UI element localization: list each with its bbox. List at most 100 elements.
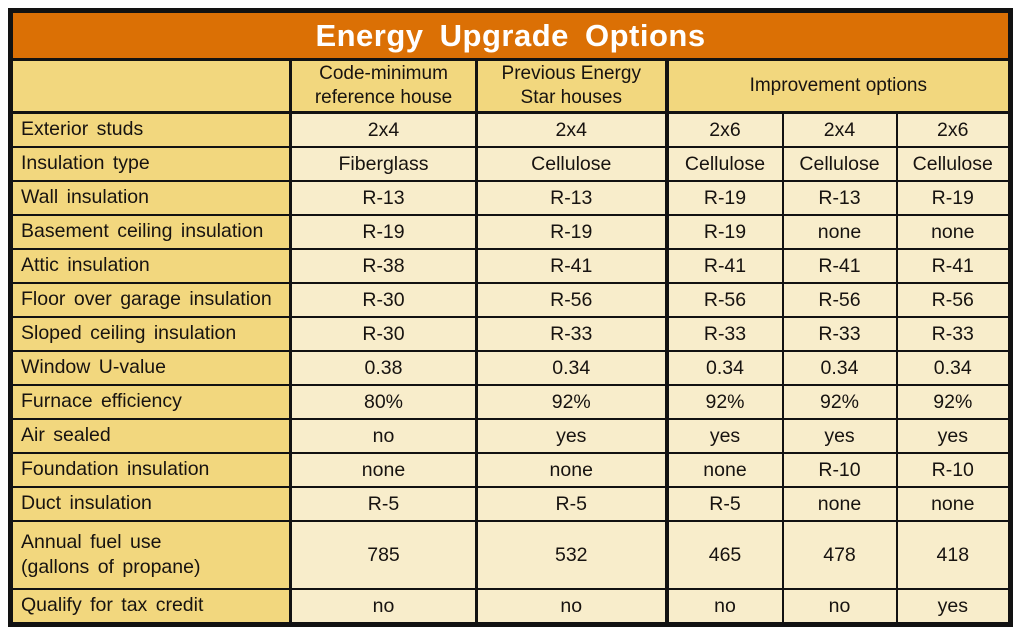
cell-value: 92%	[665, 384, 784, 420]
cell-value: none	[895, 486, 1012, 522]
row-label: Floor over garage insulation	[9, 282, 292, 318]
row-label: Annual fuel use (gallons of propane)	[9, 520, 292, 590]
cell-value: 92%	[781, 384, 898, 420]
cell-value: none	[665, 452, 784, 488]
table-row: Window U-value 0.38 0.34 0.34 0.34 0.34	[9, 350, 1012, 386]
cell-value: 0.34	[781, 350, 898, 386]
cell-value: R-19	[895, 180, 1012, 216]
cell-value: 785	[289, 520, 478, 590]
cell-value: Cellulose	[665, 146, 784, 182]
cell-value: 92%	[895, 384, 1012, 420]
cell-value: 2x6	[895, 111, 1012, 148]
cell-value: R-56	[475, 282, 669, 318]
cell-value: no	[781, 588, 898, 626]
cell-value: R-41	[665, 248, 784, 284]
cell-value: R-41	[895, 248, 1012, 284]
row-label: Duct insulation	[9, 486, 292, 522]
table-row: Qualify for tax credit no no no no yes	[9, 588, 1012, 626]
row-label: Air sealed	[9, 418, 292, 454]
table-row: Furnace efficiency 80% 92% 92% 92% 92%	[9, 384, 1012, 420]
cell-value: yes	[895, 418, 1012, 454]
row-label: Basement ceiling insulation	[9, 214, 292, 250]
cell-value: yes	[475, 418, 669, 454]
row-label: Attic insulation	[9, 248, 292, 284]
cell-value: yes	[781, 418, 898, 454]
cell-value: yes	[895, 588, 1012, 626]
cell-value: R-38	[289, 248, 478, 284]
row-label: Wall insulation	[9, 180, 292, 216]
cell-value: Cellulose	[475, 146, 669, 182]
cell-value: R-13	[475, 180, 669, 216]
row-label: Insulation type	[9, 146, 292, 182]
header-improvement-options: Improvement options	[665, 58, 1012, 114]
table-row: Floor over garage insulation R-30 R-56 R…	[9, 282, 1012, 318]
cell-value: R-19	[665, 214, 784, 250]
cell-value: 478	[781, 520, 898, 590]
row-label: Window U-value	[9, 350, 292, 386]
header-code-minimum: Code-minimum reference house	[289, 58, 478, 114]
cell-value: no	[475, 588, 669, 626]
cell-value: 0.34	[895, 350, 1012, 386]
cell-value: R-10	[781, 452, 898, 488]
table-row: Annual fuel use (gallons of propane) 785…	[9, 520, 1012, 590]
table-row: Wall insulation R-13 R-13 R-19 R-13 R-19	[9, 180, 1012, 216]
cell-value: 2x6	[665, 111, 784, 148]
cell-value: R-5	[665, 486, 784, 522]
cell-value: 532	[475, 520, 669, 590]
cell-value: none	[781, 486, 898, 522]
table-row: Air sealed no yes yes yes yes	[9, 418, 1012, 454]
cell-value: R-56	[781, 282, 898, 318]
row-label: Furnace efficiency	[9, 384, 292, 420]
cell-value: none	[289, 452, 478, 488]
cell-value: none	[475, 452, 669, 488]
cell-value: 465	[665, 520, 784, 590]
header-row: Code-minimum reference house Previous En…	[9, 58, 1012, 114]
cell-value: R-5	[289, 486, 478, 522]
cell-value: 92%	[475, 384, 669, 420]
row-label: Foundation insulation	[9, 452, 292, 488]
cell-value: Cellulose	[895, 146, 1012, 182]
table-row: Duct insulation R-5 R-5 R-5 none none	[9, 486, 1012, 522]
cell-value: 80%	[289, 384, 478, 420]
cell-value: R-33	[781, 316, 898, 352]
cell-value: R-19	[665, 180, 784, 216]
table-row: Insulation type Fiberglass Cellulose Cel…	[9, 146, 1012, 182]
cell-value: R-33	[665, 316, 784, 352]
cell-value: R-19	[475, 214, 669, 250]
cell-value: 2x4	[475, 111, 669, 148]
title-row: Energy Upgrade Options	[9, 9, 1012, 61]
cell-value: no	[289, 588, 478, 626]
cell-value: R-13	[289, 180, 478, 216]
cell-value: none	[895, 214, 1012, 250]
cell-value: no	[289, 418, 478, 454]
cell-value: R-19	[289, 214, 478, 250]
table-row: Basement ceiling insulation R-19 R-19 R-…	[9, 214, 1012, 250]
cell-value: no	[665, 588, 784, 626]
cell-value: R-30	[289, 316, 478, 352]
cell-value: R-41	[781, 248, 898, 284]
cell-value: R-33	[475, 316, 669, 352]
row-label: Sloped ceiling insulation	[9, 316, 292, 352]
header-empty-cell	[9, 58, 292, 114]
cell-value: R-30	[289, 282, 478, 318]
page-title: Energy Upgrade Options	[9, 9, 1012, 61]
cell-value: 0.34	[665, 350, 784, 386]
table-row: Exterior studs 2x4 2x4 2x6 2x4 2x6	[9, 111, 1012, 148]
cell-value: Fiberglass	[289, 146, 478, 182]
table-row: Sloped ceiling insulation R-30 R-33 R-33…	[9, 316, 1012, 352]
cell-value: R-13	[781, 180, 898, 216]
cell-value: 2x4	[781, 111, 898, 148]
cell-value: yes	[665, 418, 784, 454]
table-row: Attic insulation R-38 R-41 R-41 R-41 R-4…	[9, 248, 1012, 284]
row-label: Exterior studs	[9, 111, 292, 148]
row-label: Qualify for tax credit	[9, 588, 292, 626]
table-row: Foundation insulation none none none R-1…	[9, 452, 1012, 488]
cell-value: R-56	[665, 282, 784, 318]
cell-value: 0.34	[475, 350, 669, 386]
cell-value: Cellulose	[781, 146, 898, 182]
cell-value: R-41	[475, 248, 669, 284]
cell-value: 418	[895, 520, 1012, 590]
cell-value: R-10	[895, 452, 1012, 488]
cell-value: 2x4	[289, 111, 478, 148]
energy-upgrade-table: Energy Upgrade Options Code-minimum refe…	[8, 8, 1014, 627]
